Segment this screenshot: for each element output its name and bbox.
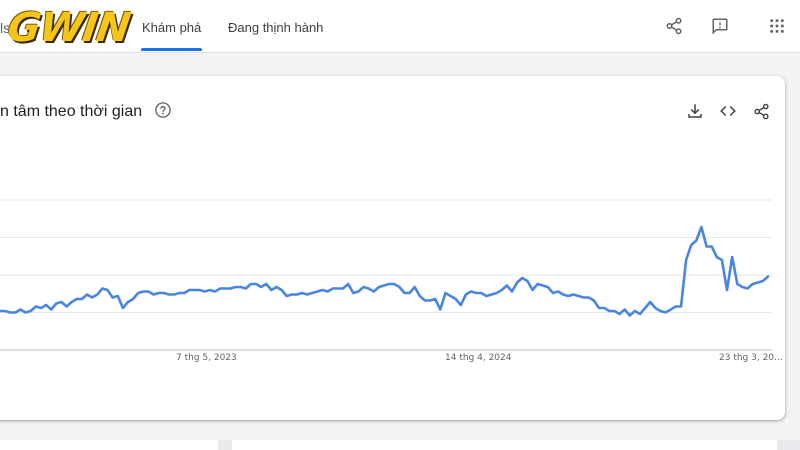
app-title-fragment: ls	[0, 20, 11, 36]
top-bar: ls GWIN Khám phá Đang thịnh hành	[0, 0, 800, 53]
x-tick-label: 14 thg 4, 2024	[445, 353, 512, 363]
embed-code-icon[interactable]	[719, 102, 737, 120]
feedback-icon[interactable]	[710, 16, 730, 36]
x-tick-label: 23 thg 3, 20...	[719, 353, 783, 363]
x-tick-label: 7 thg 5, 2023	[176, 353, 237, 363]
download-icon[interactable]	[686, 102, 704, 120]
card-share-icon[interactable]	[752, 102, 770, 120]
tab-trending[interactable]: Đang thịnh hành	[228, 20, 324, 35]
share-icon[interactable]	[664, 16, 684, 36]
gwin-logo-watermark: GWIN	[4, 5, 133, 51]
interest-over-time-card	[0, 76, 785, 420]
active-tab-indicator	[141, 48, 202, 51]
card-title: n tâm theo thời gian	[0, 103, 143, 120]
bottom-strip	[0, 440, 800, 450]
help-icon[interactable]	[154, 101, 172, 119]
interest-line-chart	[0, 199, 772, 351]
series-line	[0, 225, 770, 317]
apps-grid-icon[interactable]	[767, 16, 787, 36]
tab-explore[interactable]: Khám phá	[142, 20, 202, 35]
